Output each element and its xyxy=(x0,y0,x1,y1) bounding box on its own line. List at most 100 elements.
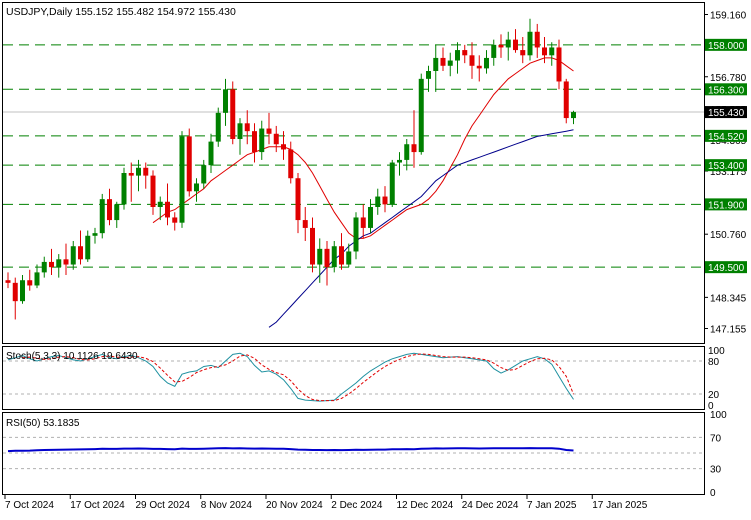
candle-body xyxy=(339,246,344,265)
y-tick-label: 148.345 xyxy=(710,293,747,304)
candle-body xyxy=(165,201,170,218)
y-tick-label: 156.780 xyxy=(710,73,747,84)
rsi-line xyxy=(7,447,574,453)
candle-body xyxy=(498,44,504,48)
candle-body xyxy=(491,44,497,58)
candle-body xyxy=(20,280,25,302)
candle-body xyxy=(563,81,569,119)
x-tick-label: 7 Oct 2024 xyxy=(5,500,54,511)
candle-body xyxy=(542,47,547,56)
candle-body xyxy=(324,248,330,268)
candle-body xyxy=(462,50,468,56)
candle-body xyxy=(505,39,511,48)
candle-body xyxy=(513,39,518,51)
candle-body xyxy=(49,261,54,268)
candle-body xyxy=(397,159,402,163)
candle-body xyxy=(252,131,257,153)
candle-body xyxy=(215,112,221,142)
candle-body xyxy=(114,204,120,221)
candle-body xyxy=(571,112,576,119)
candle-body xyxy=(172,217,178,223)
candle-body xyxy=(346,251,352,265)
candle-body xyxy=(27,280,33,286)
stoch_main-line xyxy=(7,352,574,402)
current-price-label: 155.430 xyxy=(708,108,745,119)
y-tick-label: 150.760 xyxy=(710,230,747,241)
candle-body xyxy=(230,89,236,139)
candle-body xyxy=(440,57,446,66)
candle-body xyxy=(484,57,489,69)
candle-body xyxy=(85,235,91,260)
x-tick-label: 17 Oct 2024 xyxy=(70,500,125,511)
candle-body xyxy=(179,136,185,223)
candle-body xyxy=(34,272,40,286)
rsi-panel-title: RSI(50) 53.1835 xyxy=(6,418,80,429)
candle-body xyxy=(317,248,323,265)
candle-body xyxy=(121,173,127,205)
candle-body xyxy=(237,123,243,139)
candle-body xyxy=(244,123,250,132)
sr-level-label: 158.000 xyxy=(708,41,745,52)
y-tick-label: 147.155 xyxy=(710,324,747,335)
candle-body xyxy=(549,47,555,56)
rsi-panel-frame xyxy=(2,412,705,495)
candle-body xyxy=(186,136,192,192)
rsi-y-tick-label: 30 xyxy=(710,465,722,476)
sr-level-label-bg xyxy=(705,261,747,274)
sr-level-label-bg xyxy=(705,198,747,211)
sr-level-label: 151.900 xyxy=(708,200,745,211)
candle-body xyxy=(70,246,76,265)
candle-body xyxy=(56,259,62,268)
main-panel-frame xyxy=(2,2,705,344)
candle-body xyxy=(404,144,410,160)
candle-body xyxy=(368,207,373,228)
stoch-y-tick-label: 0 xyxy=(708,401,714,412)
sr-level-label: 156.300 xyxy=(708,85,745,96)
candle-body xyxy=(534,31,540,48)
candle-body xyxy=(527,31,533,56)
main-panel-title: USDJPY,Daily 155.152 155.482 154.972 155… xyxy=(6,6,236,18)
x-tick-label: 2 Dec 2024 xyxy=(331,500,383,511)
candle-body xyxy=(99,199,105,234)
candle-body xyxy=(455,50,460,61)
candle-body xyxy=(12,282,18,302)
candle-body xyxy=(418,78,424,153)
candle-body xyxy=(223,89,228,113)
candle-body xyxy=(375,196,381,207)
candle-body xyxy=(136,167,141,176)
y-tick-label: 153.175 xyxy=(710,167,747,178)
x-tick-label: 8 Nov 2024 xyxy=(201,500,253,511)
candle-body xyxy=(302,220,308,228)
candle-body xyxy=(107,199,112,221)
sr-level-label: 153.400 xyxy=(708,161,745,172)
candle-body xyxy=(78,246,83,260)
candle-body xyxy=(476,65,482,69)
candle-body xyxy=(143,167,149,176)
current-price-label-bg xyxy=(705,106,747,119)
candle-body xyxy=(556,47,562,82)
candle-body xyxy=(433,57,439,71)
y-tick-label: 159.160 xyxy=(710,11,747,22)
candle-body xyxy=(360,217,366,228)
rsi-y-tick-label: 0 xyxy=(710,488,716,499)
candle-body xyxy=(150,175,156,207)
candle-body xyxy=(128,173,134,176)
stoch-panel-title: Stoch(5,3,3) 10.1126 19.6430 xyxy=(6,351,138,362)
sr-level-label-bg xyxy=(705,159,747,172)
candle-body xyxy=(288,149,294,179)
sr-level-label: 154.520 xyxy=(708,132,745,143)
candle-body xyxy=(259,128,265,153)
candle-body xyxy=(63,259,69,265)
x-tick-label: 7 Jan 2025 xyxy=(527,500,577,511)
candle-body xyxy=(273,133,279,145)
candle-body xyxy=(389,162,395,205)
candle-body xyxy=(382,196,388,205)
sr-level-label-bg xyxy=(705,129,747,142)
candle-body xyxy=(281,144,286,150)
candle-body xyxy=(520,50,526,56)
stoch-y-tick-label: 20 xyxy=(708,390,720,401)
candle-body xyxy=(92,233,98,236)
candle-body xyxy=(310,227,315,265)
